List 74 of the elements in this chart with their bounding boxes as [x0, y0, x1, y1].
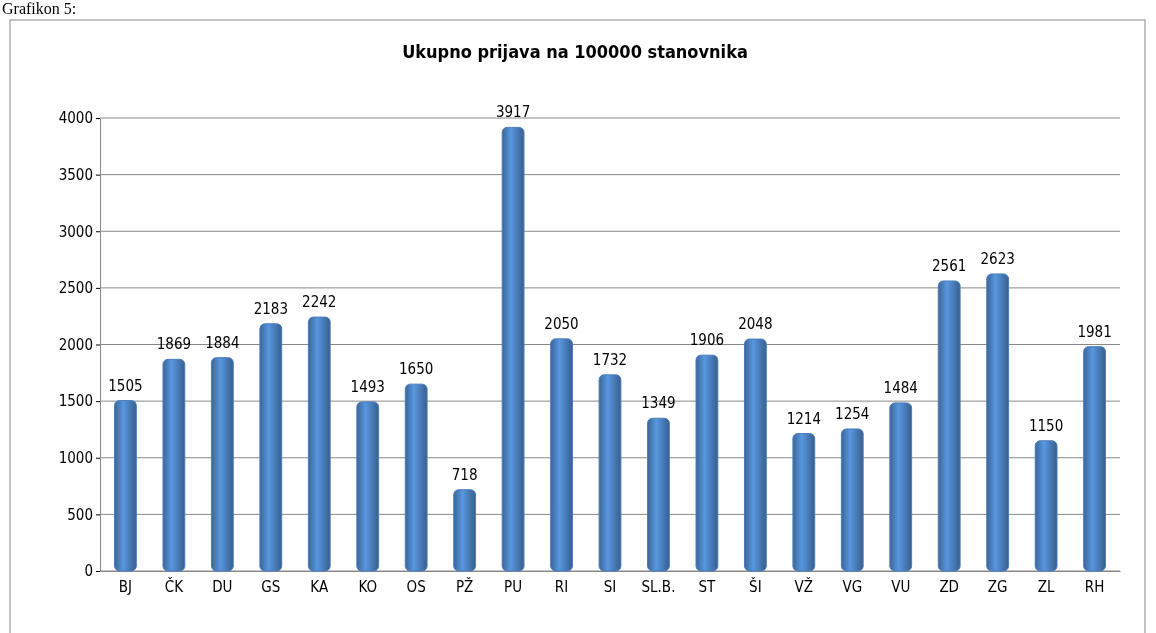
data-label: 2623	[980, 249, 1015, 268]
bar	[937, 280, 961, 572]
chart-title: Ukupno prijava na 100000 stanovnika	[402, 41, 748, 62]
x-tick-label: BJ	[118, 578, 133, 596]
x-tick-label: ŠI	[749, 577, 762, 596]
y-tick-label: 500	[67, 505, 93, 524]
y-tick-label: 0	[84, 562, 93, 581]
data-label: 1484	[883, 378, 918, 397]
bar	[1034, 440, 1058, 572]
x-tick-label: ZD	[939, 578, 960, 596]
bar	[889, 402, 913, 572]
data-label: 1493	[350, 377, 385, 396]
bar	[210, 357, 234, 572]
bar	[501, 126, 525, 572]
y-tick-label: 3000	[58, 222, 93, 241]
x-tick-label: ST	[698, 578, 717, 596]
data-label: 1884	[205, 333, 240, 352]
bar	[840, 428, 864, 572]
bar	[792, 433, 816, 572]
bar	[259, 323, 283, 572]
bar	[162, 358, 186, 572]
y-tick-label: 3500	[58, 165, 93, 184]
data-label: 2048	[738, 315, 773, 334]
bar	[550, 338, 573, 572]
x-tick-label: VŽ	[794, 577, 814, 596]
y-tick-label: 1500	[58, 392, 93, 411]
data-label: 1150	[1028, 416, 1064, 435]
x-tick-label: ZL	[1037, 578, 1055, 596]
x-tick-label: ZG	[987, 578, 1008, 596]
data-label: 2242	[302, 293, 337, 312]
x-tick-label: PU	[504, 578, 523, 596]
text: Grafikon 5:	[2, 0, 77, 17]
data-label: 1214	[786, 409, 821, 428]
bar	[986, 273, 1010, 572]
x-tick-label: GS	[261, 578, 281, 596]
y-tick-label: 1000	[58, 449, 93, 468]
x-tick-label: VG	[842, 578, 863, 596]
data-label: 1505	[108, 376, 143, 395]
bar	[598, 374, 622, 572]
data-label: 3917	[495, 103, 531, 122]
bar	[356, 401, 380, 572]
y-tick-label: 2500	[58, 279, 93, 298]
x-tick-label: SL.B.	[641, 578, 676, 596]
x-tick-label: OS	[406, 578, 426, 596]
data-label: 1349	[641, 394, 676, 413]
data-label: 1869	[156, 335, 192, 354]
x-tick-label: VU	[891, 578, 911, 596]
x-tick-label: PŽ	[455, 577, 474, 596]
bar	[743, 338, 767, 572]
x-tick-label: RI	[554, 578, 569, 596]
data-label: 2183	[253, 299, 288, 318]
data-label: 1732	[592, 350, 628, 369]
y-tick-label: 4000	[58, 109, 93, 128]
data-label: 1254	[835, 404, 870, 423]
bar	[114, 400, 137, 572]
bar	[647, 417, 670, 572]
x-tick-label: ČK	[164, 577, 185, 596]
data-label: 718	[451, 465, 478, 484]
bar	[307, 316, 331, 572]
bar	[695, 354, 719, 572]
x-tick-label: RH	[1084, 578, 1105, 596]
y-tick-label: 2000	[58, 335, 93, 354]
data-label: 1906	[689, 331, 725, 350]
x-tick-label: SI	[603, 578, 617, 596]
bar	[453, 489, 477, 572]
bar	[404, 383, 428, 572]
data-label: 2561	[932, 256, 967, 275]
x-tick-label: KO	[358, 578, 378, 596]
bar	[1083, 346, 1106, 572]
data-label: 2050	[544, 314, 579, 333]
data-label: 1981	[1077, 322, 1112, 341]
x-tick-label: KA	[310, 578, 329, 596]
data-label: 1650	[399, 360, 434, 379]
x-tick-label: DU	[212, 578, 233, 596]
